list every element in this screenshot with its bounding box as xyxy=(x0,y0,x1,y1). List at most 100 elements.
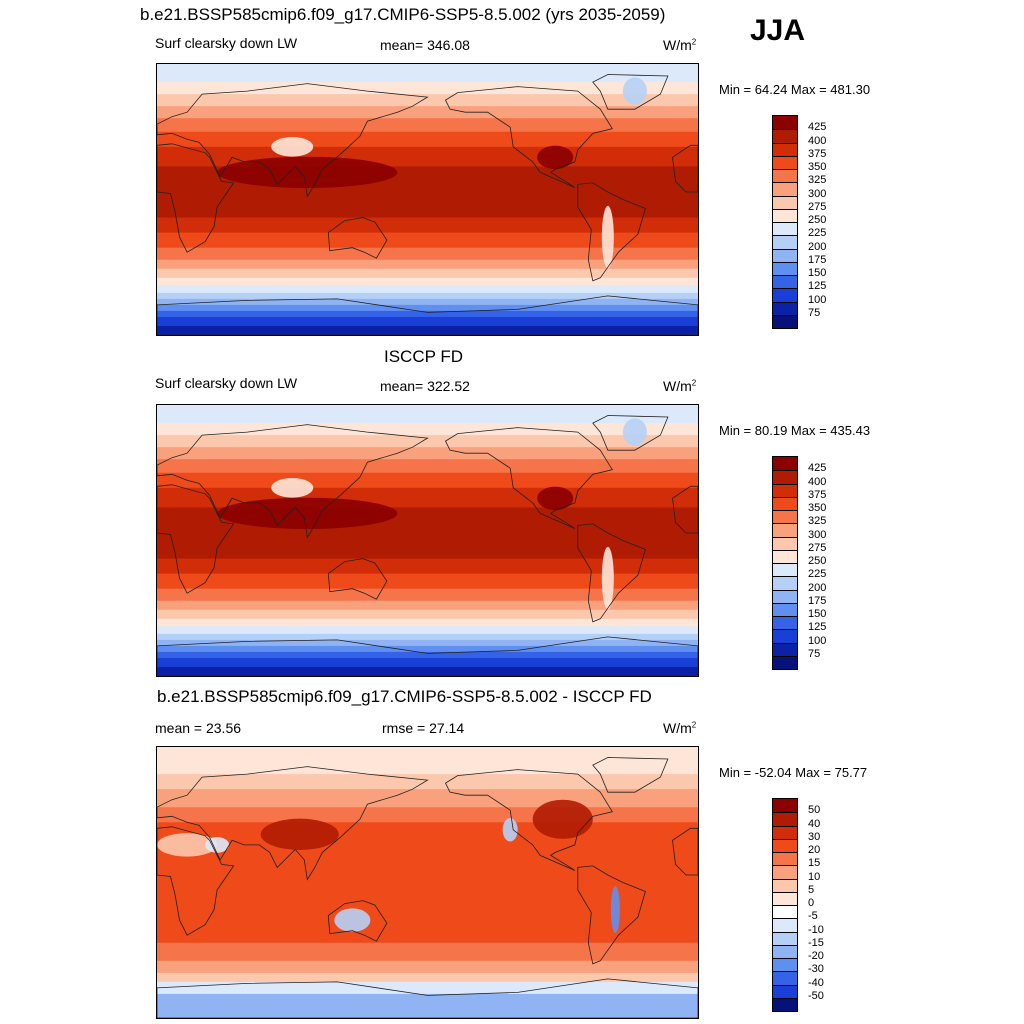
colorbar-segment xyxy=(773,523,797,537)
colorbar-segment xyxy=(773,169,797,183)
colorbar-tick-label: 300 xyxy=(808,187,827,200)
coastline-africaW xyxy=(672,485,698,534)
field-band xyxy=(157,993,698,1018)
colorbar-tick-label: 275 xyxy=(808,200,827,213)
field-band xyxy=(157,285,698,294)
colorbar-segment xyxy=(773,825,797,839)
colorbar-segment xyxy=(773,838,797,852)
colorbar-segment xyxy=(773,142,797,156)
coastline-namerica xyxy=(444,769,613,871)
field-band xyxy=(157,64,698,83)
colorbar-segment xyxy=(773,616,797,630)
panel-title: b.e21.BSSP585cmip6.f09_g17.CMIP6-SSP5-8.… xyxy=(140,5,666,24)
colorbar-segment xyxy=(773,878,797,892)
map-obs xyxy=(156,404,699,677)
colorbar-segment xyxy=(773,155,797,169)
colorbar-tick-label: 100 xyxy=(808,634,827,647)
colorbar-tick-label: 325 xyxy=(808,515,827,528)
coastline-antarctica xyxy=(157,978,698,1018)
field-anomaly xyxy=(334,908,371,932)
colorbar-segment xyxy=(773,589,797,603)
field-anomaly xyxy=(157,833,218,857)
field-anomaly xyxy=(502,818,518,842)
field-band xyxy=(157,82,698,95)
colorbar-tick-label: 375 xyxy=(808,147,827,160)
field-anomaly xyxy=(622,418,647,446)
field-band xyxy=(157,298,698,306)
colorbar-tick-label: -30 xyxy=(808,963,824,976)
field-band xyxy=(157,774,698,790)
colorbar-tick-label: 175 xyxy=(808,594,827,607)
colorbar-segment xyxy=(773,457,797,471)
field-band xyxy=(157,609,698,620)
colorbar-tick-label: 350 xyxy=(808,161,827,173)
colorbar-tick-label: 350 xyxy=(808,502,827,514)
colorbar-segment xyxy=(773,116,797,130)
colorbar-segment xyxy=(773,602,797,616)
colorbar-segment xyxy=(773,997,797,1011)
colorbar-segment xyxy=(773,799,797,813)
panel-title: b.e21.BSSP585cmip6.f09_g17.CMIP6-SSP5-8.… xyxy=(157,687,652,706)
field-band xyxy=(157,268,698,279)
coastline-antarctica xyxy=(157,295,698,335)
coastline-samerica xyxy=(577,865,646,965)
mean-label: mean= 322.52 xyxy=(380,378,470,394)
colorbar-tick-label: 125 xyxy=(808,280,827,293)
coastline-greenland xyxy=(592,74,669,110)
colorbar-tick-label: 200 xyxy=(808,581,827,594)
colorbar-tick-label: 15 xyxy=(808,857,821,870)
coastline-greenland xyxy=(592,757,669,793)
colorbar-tick-label: 30 xyxy=(808,830,821,843)
field-anomaly xyxy=(271,137,314,157)
colorbar-segment xyxy=(773,261,797,275)
minmax-label: Min = -52.04 Max = 75.77 xyxy=(719,765,868,780)
colorbar-tick-label: 400 xyxy=(808,134,827,147)
field-band xyxy=(157,259,698,270)
colorbar-tick-label: 200 xyxy=(808,240,827,253)
colorbar-tick-label: 250 xyxy=(808,555,827,567)
colorbar-tick-label: 325 xyxy=(808,174,827,187)
colorbar-segment xyxy=(773,563,797,577)
field-band xyxy=(157,459,698,474)
colorbar-segment xyxy=(773,536,797,550)
field-anomaly xyxy=(537,145,574,170)
coastline-africaW xyxy=(672,144,698,193)
colorbar-segment xyxy=(773,852,797,866)
colorbar-tick-label: 175 xyxy=(808,253,827,266)
coastline-australia xyxy=(327,900,388,942)
colorbar-segment xyxy=(773,576,797,590)
colorbar-segment xyxy=(773,208,797,222)
minmax-label: Min = 80.19 Max = 435.43 xyxy=(719,423,871,438)
colorbar-tick-label: 150 xyxy=(808,608,827,620)
colorbar-tick-label: 425 xyxy=(808,462,827,475)
field-band xyxy=(157,960,698,974)
field-band xyxy=(157,217,698,234)
colorbar-segment xyxy=(773,510,797,524)
colorbar-tick-label: 275 xyxy=(808,541,827,554)
colorbar-segment xyxy=(773,918,797,932)
field-anomaly xyxy=(622,77,647,105)
panel-title: ISCCP FD xyxy=(384,347,464,366)
field-band xyxy=(157,747,698,775)
field-anomaly xyxy=(601,546,614,610)
coastline-namerica xyxy=(444,427,613,529)
field-band xyxy=(157,435,698,448)
field-band xyxy=(157,573,698,590)
colorbar-tick-label: 225 xyxy=(808,568,827,581)
field-anomaly xyxy=(217,497,398,530)
colorbar-tick-label: 250 xyxy=(808,214,827,226)
colorbar-segment xyxy=(773,971,797,985)
colorbar xyxy=(772,456,798,670)
field-band xyxy=(157,94,698,107)
field-band xyxy=(157,645,698,653)
colorbar xyxy=(772,798,798,1012)
colorbar-tick-label: 50 xyxy=(808,804,821,817)
field-anomaly xyxy=(610,886,620,934)
colorbar-tick-label: -15 xyxy=(808,936,824,949)
field-anomaly xyxy=(271,478,314,498)
field-band xyxy=(157,325,698,335)
coastline-europeAsia xyxy=(157,424,429,539)
field-band xyxy=(157,618,698,627)
coastline-africaW xyxy=(672,827,698,876)
field-band xyxy=(157,247,698,261)
